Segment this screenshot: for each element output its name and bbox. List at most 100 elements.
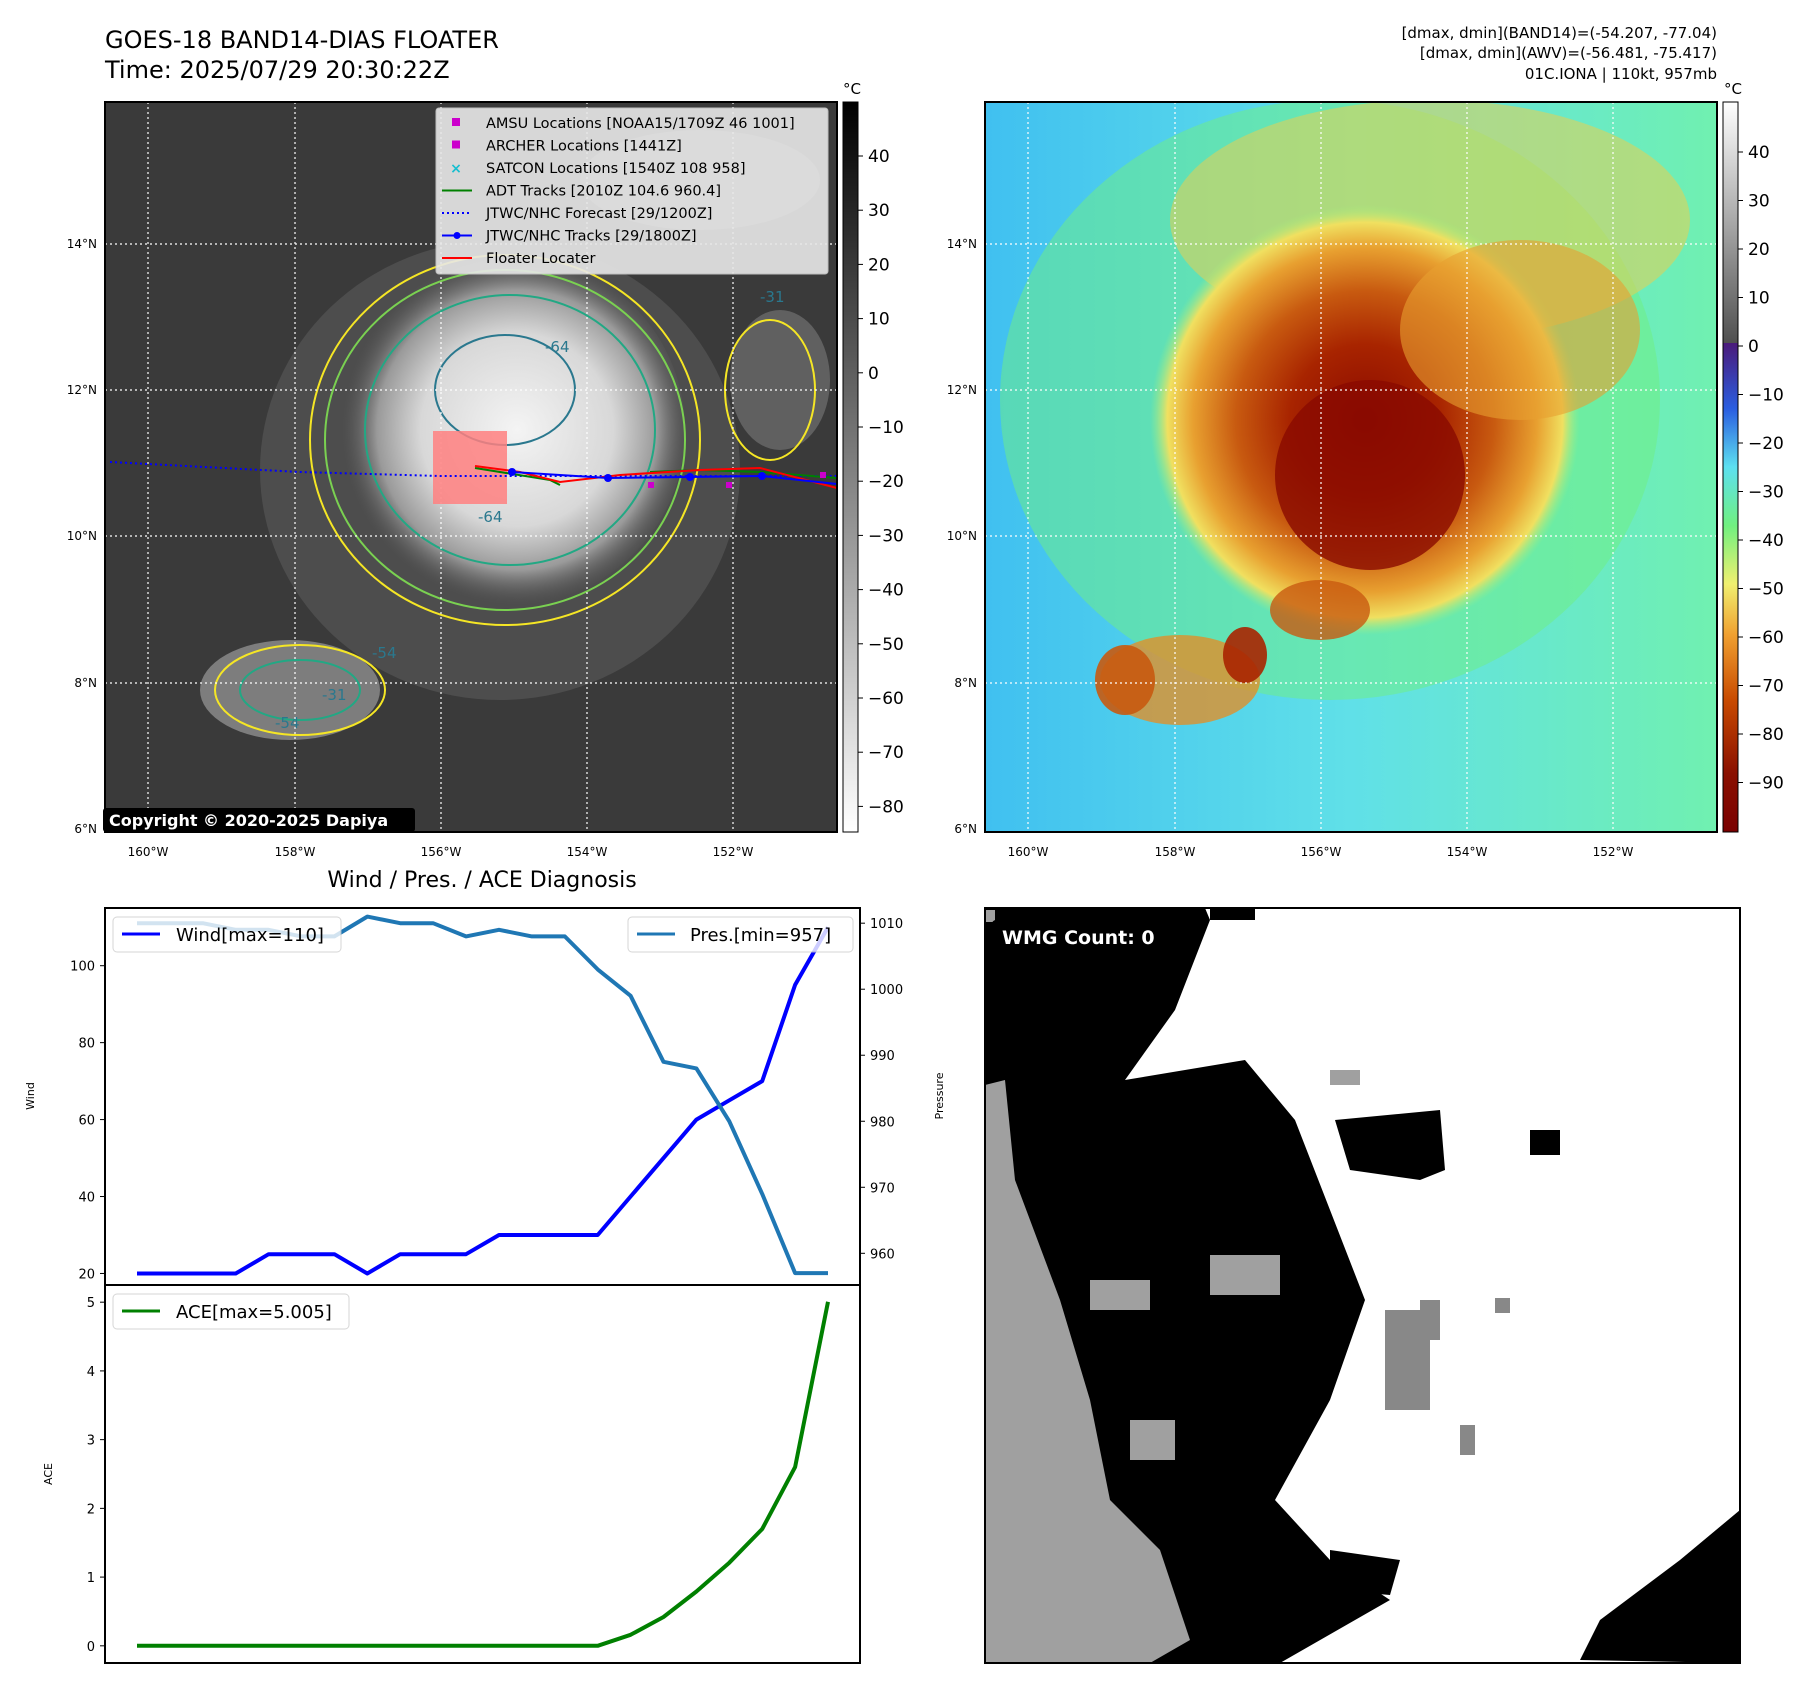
lon-label: 156°W xyxy=(421,845,462,859)
colorbar-unit: °C xyxy=(843,80,861,98)
map-legend: AMSU Locations [NOAA15/1709Z 46 1001] ARC… xyxy=(435,107,829,275)
forecast-track xyxy=(109,461,837,477)
colorbar-tick: 20 xyxy=(1748,240,1770,260)
contour-label: -31 xyxy=(322,686,347,704)
lat-label: 14°N xyxy=(67,237,97,251)
legend-label: ADT Tracks [2010Z 104.6 960.4] xyxy=(486,184,721,200)
y2-tick-label: 990 xyxy=(870,1049,895,1064)
colorbar-tick: −50 xyxy=(1748,580,1784,600)
y-tick-label: 40 xyxy=(78,1191,95,1206)
y-tick-label: 5 xyxy=(87,1296,95,1311)
legend-label: Floater Locater xyxy=(486,251,595,267)
y-tick-label: 20 xyxy=(78,1267,95,1282)
contour-label: -64 xyxy=(478,508,503,526)
y-tick-label: 2 xyxy=(87,1502,95,1517)
contour-label: -64 xyxy=(545,338,570,356)
colorbar-tick: −60 xyxy=(1748,628,1784,648)
lat-label: 14°N xyxy=(947,237,977,251)
y-axis-label-ace: ACE xyxy=(42,1463,55,1485)
colorbar-tick: 40 xyxy=(1748,143,1770,163)
legend-marker: × xyxy=(450,161,462,177)
stats-line2: [dmax, dmin](AWV)=(-56.481, -75.417) xyxy=(1419,44,1717,62)
figure-title-line2: Time: 2025/07/29 20:30:22Z xyxy=(105,56,450,84)
legend-label: Wind[max=110] xyxy=(176,925,324,946)
colorbar-tick: −20 xyxy=(868,472,904,492)
series-line xyxy=(137,926,830,1276)
lon-label: 154°W xyxy=(1447,845,1488,859)
wmg-panel: WMG Count: 0 xyxy=(984,907,1741,1664)
colorbar-tick: −30 xyxy=(1748,483,1784,503)
gray-colorbar: °C 40 30 20 10 0 −10 −20 −30 −40 −50 −60 −70 −80 xyxy=(842,80,904,833)
y2-tick-label: 1010 xyxy=(870,917,903,932)
legend-label: JTWC/NHC Forecast [29/1200Z] xyxy=(485,206,712,222)
lat-label: 6°N xyxy=(954,822,977,836)
legend-pressure: Pres.[min=957] xyxy=(627,916,854,953)
colorbar-tick: 10 xyxy=(1748,289,1770,309)
colorbar-tick: −10 xyxy=(1748,386,1784,406)
wmg-count-label: WMG Count: 0 xyxy=(1002,927,1155,949)
legend-marker xyxy=(452,140,460,149)
legend-ace: ACE[max=5.005] xyxy=(112,1293,350,1330)
lon-label: 160°W xyxy=(128,845,169,859)
colorbar-tick: −50 xyxy=(868,635,904,655)
y2-tick-label: 1000 xyxy=(870,983,903,998)
floater-locater-box xyxy=(433,431,507,504)
y2-tick-label: 970 xyxy=(870,1181,895,1196)
lat-label: 12°N xyxy=(67,383,97,397)
diagnosis-chart: Wind / Pres. / ACE Diagnosis 20406080100… xyxy=(24,868,946,1664)
stats-line1: [dmax, dmin](BAND14)=(-54.207, -77.04) xyxy=(1401,24,1717,42)
copyright-notice: Copyright © 2020-2025 Dapiya xyxy=(109,811,388,830)
lon-label: 156°W xyxy=(1301,845,1342,859)
colorbar-tick: −30 xyxy=(868,526,904,546)
legend-label: ACE[max=5.005] xyxy=(176,1302,332,1323)
colorbar-tick: −80 xyxy=(868,797,904,817)
colorbar-tick: 20 xyxy=(868,255,890,275)
color-colorbar: °C 40 30 20 10 0 −10 −20 −30 −40 −50 −60 −70 −80 −90 xyxy=(1722,80,1784,833)
colorbar-tick: −60 xyxy=(868,689,904,709)
lon-label: 154°W xyxy=(567,845,608,859)
lon-label: 158°W xyxy=(275,845,316,859)
colorbar-tick: −20 xyxy=(1748,434,1784,454)
colorbar-tick: 30 xyxy=(1748,192,1770,212)
lon-label: 152°W xyxy=(1593,845,1634,859)
y-tick-label: 1 xyxy=(87,1571,95,1586)
legend-label: Pres.[min=957] xyxy=(690,925,831,946)
legend-label: ARCHER Locations [1441Z] xyxy=(486,139,682,155)
contour-label: -31 xyxy=(760,288,785,306)
colorbar-tick: −90 xyxy=(1748,774,1784,794)
lon-label: 158°W xyxy=(1155,845,1196,859)
colorbar-tick: 0 xyxy=(868,364,879,384)
colorbar-tick: −70 xyxy=(1748,677,1784,697)
y-tick-label: 60 xyxy=(78,1114,95,1129)
y2-tick-label: 960 xyxy=(870,1247,895,1262)
colorbar-tick: 0 xyxy=(1748,337,1759,357)
legend-wind: Wind[max=110] xyxy=(112,916,342,953)
legend-label: SATCON Locations [1540Z 108 958] xyxy=(486,161,745,177)
lat-label: 12°N xyxy=(947,383,977,397)
colorbar-unit: °C xyxy=(1724,80,1742,98)
y-tick-label: 0 xyxy=(87,1640,95,1655)
y-tick-label: 80 xyxy=(78,1037,95,1052)
chart-title: Wind / Pres. / ACE Diagnosis xyxy=(327,868,636,893)
lat-label: 8°N xyxy=(954,676,977,690)
colorbar-tick: 30 xyxy=(868,201,890,221)
legend-marker xyxy=(452,118,460,126)
y-tick-label: 100 xyxy=(70,960,95,975)
lat-label: 10°N xyxy=(947,529,977,543)
lat-label: 6°N xyxy=(74,822,97,836)
series-line xyxy=(137,1301,830,1648)
y2-tick-label: 980 xyxy=(870,1115,895,1130)
y-tick-label: 4 xyxy=(87,1365,95,1380)
colorbar-tick: −10 xyxy=(868,418,904,438)
storm-summary: 01C.IONA | 110kt, 957mb xyxy=(1524,65,1717,83)
y-axis-label-wind: Wind xyxy=(24,1082,37,1110)
colorbar-tick: −80 xyxy=(1748,725,1784,745)
colorbar-tick: 10 xyxy=(868,310,890,330)
y-tick-label: 3 xyxy=(87,1434,95,1449)
colorbar-tick: −40 xyxy=(868,581,904,601)
y-axis-label-pressure: Pressure xyxy=(933,1072,946,1119)
contour-label: -54 xyxy=(372,644,397,662)
color-map-panel: 160°W 158°W 156°W 154°W 152°W 14°N 12°N … xyxy=(947,101,1718,859)
ir-map-panel: -64 -64 -54 -54 -31 -31 xyxy=(67,101,838,859)
